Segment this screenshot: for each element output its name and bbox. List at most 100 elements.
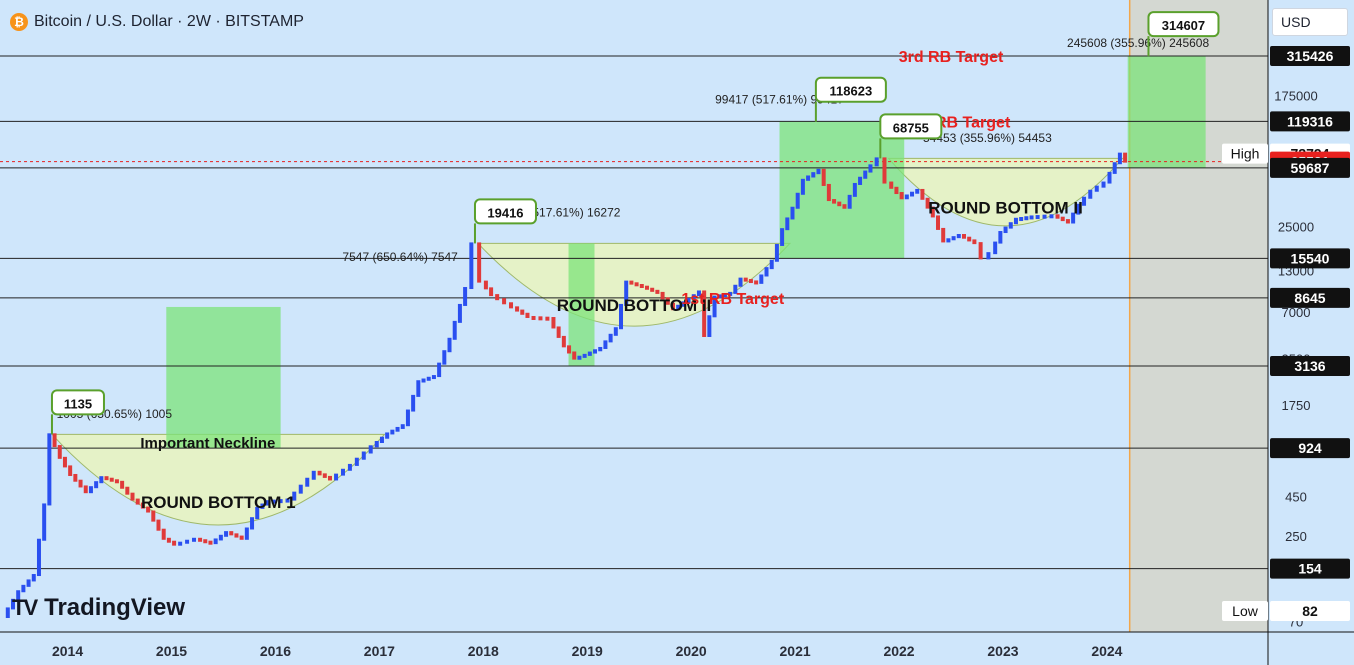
candle xyxy=(192,537,197,542)
candle xyxy=(577,355,582,360)
measurement-label: 54453 (355.96%) 54453 xyxy=(923,131,1052,145)
candle xyxy=(967,236,972,242)
candle xyxy=(104,476,109,481)
candle xyxy=(608,333,613,343)
candle xyxy=(629,280,634,285)
candle xyxy=(1123,152,1128,163)
pattern-label: ROUND BOTTOM II xyxy=(928,198,1083,217)
target-projection-box xyxy=(779,121,905,259)
candle xyxy=(696,290,701,297)
round-bottom-pattern xyxy=(476,242,792,327)
price-level-badge xyxy=(1270,45,1350,66)
price-level-label: 3136 xyxy=(1294,358,1325,374)
candle xyxy=(234,533,239,538)
candle xyxy=(114,479,119,484)
candle xyxy=(99,476,104,484)
price-level-tag: High xyxy=(1231,146,1260,162)
candle xyxy=(5,607,10,618)
candle xyxy=(229,531,234,536)
candle xyxy=(598,346,603,352)
symbol-title[interactable]: Bitcoin / U.S. Dollar · 2W · BITSTAMP xyxy=(34,13,304,30)
x-tick-label: 2018 xyxy=(468,643,499,659)
candle xyxy=(748,279,753,284)
price-level-badge xyxy=(1270,600,1350,621)
candle xyxy=(83,485,88,494)
candle xyxy=(156,519,161,531)
price-level-label: 154 xyxy=(1298,561,1322,577)
candle xyxy=(800,178,805,195)
candle xyxy=(670,302,675,311)
candle xyxy=(1035,215,1040,220)
candle xyxy=(224,531,229,537)
price-level-tag-box xyxy=(1222,600,1268,621)
candle xyxy=(538,316,543,321)
candle xyxy=(379,436,384,444)
candle xyxy=(203,539,208,544)
candle xyxy=(1107,171,1112,184)
candle xyxy=(925,197,930,209)
candle xyxy=(951,236,956,241)
x-tick-label: 2022 xyxy=(883,643,914,659)
candle xyxy=(920,188,925,200)
y-tick-label: 7000 xyxy=(1282,305,1311,320)
candle xyxy=(88,486,93,494)
candle xyxy=(764,267,769,277)
candle xyxy=(317,470,322,476)
candle xyxy=(525,312,530,318)
x-tick-label: 2015 xyxy=(156,643,187,659)
candle xyxy=(634,282,639,287)
candle xyxy=(62,456,67,468)
x-tick-label: 2019 xyxy=(572,643,603,659)
candle xyxy=(551,317,556,329)
currency-selector[interactable]: USD xyxy=(1272,8,1348,36)
candle xyxy=(941,227,946,243)
candle xyxy=(305,477,310,487)
candle xyxy=(733,284,738,294)
measurement-label: 7547 (650.64%) 7547 xyxy=(342,250,458,264)
candle xyxy=(852,182,857,197)
price-level-label: 8645 xyxy=(1294,290,1325,306)
candle xyxy=(986,252,991,260)
price-level-badge xyxy=(1270,438,1350,459)
candle xyxy=(31,574,36,582)
candle xyxy=(361,451,366,460)
pattern-label: ROUND BOTTOM II xyxy=(557,296,712,315)
candle xyxy=(161,528,166,540)
candle xyxy=(567,345,572,354)
candle xyxy=(1029,215,1034,220)
candle xyxy=(442,350,447,365)
candle xyxy=(743,277,748,282)
candle xyxy=(795,192,800,209)
candle xyxy=(961,234,966,239)
candle xyxy=(213,538,218,545)
candle xyxy=(457,303,462,323)
x-tick-label: 2020 xyxy=(676,643,707,659)
candle xyxy=(151,510,156,522)
tradingview-logo[interactable]: TV TradingView xyxy=(12,594,185,622)
candle xyxy=(650,287,655,292)
candle xyxy=(837,201,842,207)
candle xyxy=(327,475,332,481)
candle xyxy=(624,280,629,306)
candle xyxy=(463,287,468,306)
candle xyxy=(57,445,62,459)
candle xyxy=(198,537,203,542)
candle xyxy=(660,291,665,300)
candle xyxy=(863,170,868,179)
candle xyxy=(572,351,577,360)
candle xyxy=(426,376,431,381)
candle xyxy=(1003,226,1008,234)
candle xyxy=(1071,212,1076,224)
candle xyxy=(930,206,935,218)
bitcoin-icon: ₿ xyxy=(10,13,28,31)
candle xyxy=(1055,214,1060,219)
candle xyxy=(644,285,649,290)
candle xyxy=(826,183,831,202)
candle xyxy=(21,584,26,593)
price-callout-box xyxy=(50,389,105,416)
candle xyxy=(780,228,785,246)
candle xyxy=(271,499,276,504)
x-tick-label: 2017 xyxy=(364,643,395,659)
candle xyxy=(340,468,345,476)
